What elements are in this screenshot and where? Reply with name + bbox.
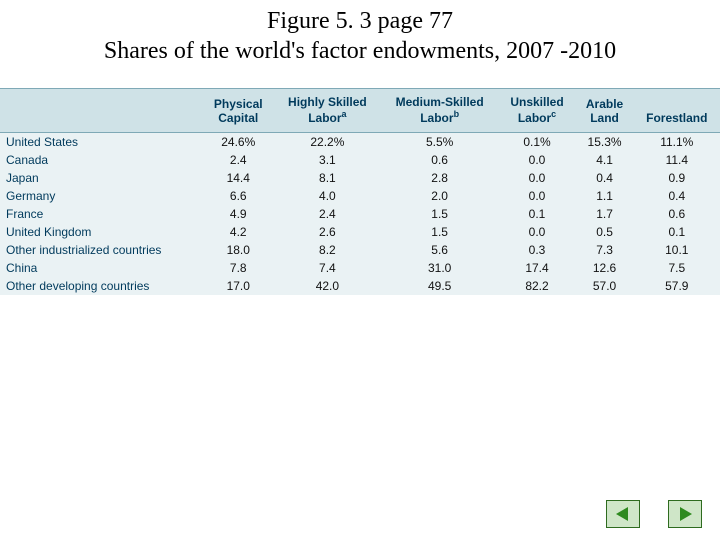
prev-button[interactable]	[606, 500, 640, 528]
table-row: China7.87.431.017.412.67.5	[0, 259, 720, 277]
col-header: Forestland	[634, 89, 720, 133]
col-header: Medium-SkilledLaborb	[381, 89, 499, 133]
value-cell: 82.2	[499, 277, 576, 295]
table-row: United States24.6%22.2%5.5%0.1%15.3%11.1…	[0, 132, 720, 151]
value-cell: 57.9	[634, 277, 720, 295]
value-cell: 2.8	[381, 169, 499, 187]
value-cell: 8.2	[274, 241, 381, 259]
value-cell: 1.7	[575, 205, 633, 223]
value-cell: 0.1%	[499, 132, 576, 151]
value-cell: 57.0	[575, 277, 633, 295]
value-cell: 0.4	[634, 187, 720, 205]
value-cell: 2.4	[274, 205, 381, 223]
value-cell: 14.4	[203, 169, 274, 187]
value-cell: 1.5	[381, 223, 499, 241]
value-cell: 10.1	[634, 241, 720, 259]
factor-endowments-table: PhysicalCapitalHighly SkilledLaboraMediu…	[0, 88, 720, 295]
triangle-right-icon	[676, 505, 694, 523]
value-cell: 18.0	[203, 241, 274, 259]
value-cell: 0.1	[499, 205, 576, 223]
table-row: France4.92.41.50.11.70.6	[0, 205, 720, 223]
col-header: PhysicalCapital	[203, 89, 274, 133]
value-cell: 0.0	[499, 187, 576, 205]
value-cell: 2.6	[274, 223, 381, 241]
value-cell: 4.1	[575, 151, 633, 169]
value-cell: 0.3	[499, 241, 576, 259]
table-body: United States24.6%22.2%5.5%0.1%15.3%11.1…	[0, 132, 720, 295]
value-cell: 2.4	[203, 151, 274, 169]
country-cell: France	[0, 205, 203, 223]
country-cell: United States	[0, 132, 203, 151]
value-cell: 8.1	[274, 169, 381, 187]
value-cell: 2.0	[381, 187, 499, 205]
value-cell: 4.0	[274, 187, 381, 205]
value-cell: 12.6	[575, 259, 633, 277]
value-cell: 0.1	[634, 223, 720, 241]
value-cell: 0.0	[499, 223, 576, 241]
value-cell: 7.3	[575, 241, 633, 259]
col-header: Highly SkilledLabora	[274, 89, 381, 133]
value-cell: 5.5%	[381, 132, 499, 151]
value-cell: 11.1%	[634, 132, 720, 151]
nav-buttons	[606, 500, 702, 528]
value-cell: 1.5	[381, 205, 499, 223]
triangle-left-icon	[614, 505, 632, 523]
country-cell: Canada	[0, 151, 203, 169]
value-cell: 1.1	[575, 187, 633, 205]
table-header: PhysicalCapitalHighly SkilledLaboraMediu…	[0, 89, 720, 133]
value-cell: 0.0	[499, 151, 576, 169]
country-cell: China	[0, 259, 203, 277]
title-line-1: Figure 5. 3 page 77	[0, 6, 720, 36]
value-cell: 4.9	[203, 205, 274, 223]
value-cell: 7.5	[634, 259, 720, 277]
table-row: Canada2.43.10.60.04.111.4	[0, 151, 720, 169]
country-cell: Other industrialized countries	[0, 241, 203, 259]
value-cell: 0.6	[381, 151, 499, 169]
value-cell: 7.4	[274, 259, 381, 277]
col-country	[0, 89, 203, 133]
value-cell: 0.6	[634, 205, 720, 223]
country-cell: Germany	[0, 187, 203, 205]
value-cell: 0.9	[634, 169, 720, 187]
value-cell: 15.3%	[575, 132, 633, 151]
value-cell: 24.6%	[203, 132, 274, 151]
value-cell: 22.2%	[274, 132, 381, 151]
col-header: UnskilledLaborc	[499, 89, 576, 133]
value-cell: 0.4	[575, 169, 633, 187]
value-cell: 7.8	[203, 259, 274, 277]
table-row: United Kingdom4.22.61.50.00.50.1	[0, 223, 720, 241]
table-row: Japan14.48.12.80.00.40.9	[0, 169, 720, 187]
value-cell: 0.5	[575, 223, 633, 241]
value-cell: 42.0	[274, 277, 381, 295]
value-cell: 4.2	[203, 223, 274, 241]
country-cell: Other developing countries	[0, 277, 203, 295]
value-cell: 17.4	[499, 259, 576, 277]
col-header: ArableLand	[575, 89, 633, 133]
factor-endowments-table-wrap: PhysicalCapitalHighly SkilledLaboraMediu…	[0, 88, 720, 295]
value-cell: 31.0	[381, 259, 499, 277]
value-cell: 49.5	[381, 277, 499, 295]
table-row: Other developing countries17.042.049.582…	[0, 277, 720, 295]
value-cell: 17.0	[203, 277, 274, 295]
value-cell: 5.6	[381, 241, 499, 259]
value-cell: 6.6	[203, 187, 274, 205]
value-cell: 0.0	[499, 169, 576, 187]
next-button[interactable]	[668, 500, 702, 528]
country-cell: United Kingdom	[0, 223, 203, 241]
table-row: Other industrialized countries18.08.25.6…	[0, 241, 720, 259]
table-row: Germany6.64.02.00.01.10.4	[0, 187, 720, 205]
value-cell: 3.1	[274, 151, 381, 169]
title-line-2: Shares of the world's factor endowments,…	[0, 36, 720, 66]
figure-title: Figure 5. 3 page 77 Shares of the world'…	[0, 0, 720, 66]
country-cell: Japan	[0, 169, 203, 187]
value-cell: 11.4	[634, 151, 720, 169]
